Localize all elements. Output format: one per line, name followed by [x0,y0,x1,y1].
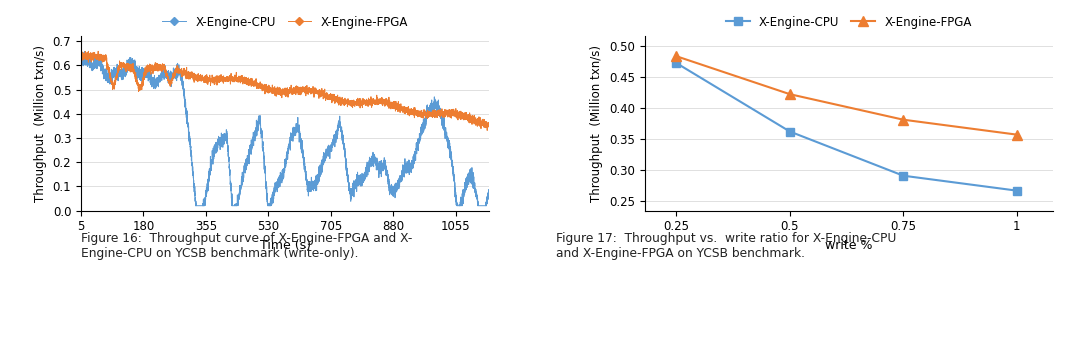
X-Engine-FPGA [75,54,87,58]
X-Engine-FPGA [340,100,353,105]
Line: X-Engine-FPGA: X-Engine-FPGA [81,51,489,130]
X-Engine-FPGA [896,118,909,122]
Line: X-Engine-CPU: X-Engine-CPU [673,59,1021,195]
Line: X-Engine-FPGA: X-Engine-FPGA [672,51,1022,139]
X-Engine-FPGA [82,49,95,53]
X-Engine-CPU [149,81,162,85]
X-Engine-CPU [410,147,423,151]
X-Engine-CPU [231,203,244,207]
X-axis label: Time (s): Time (s) [259,239,311,252]
X-Engine-CPU [79,49,92,54]
Text: Figure 16:  Throughput curve of X-Engine-FPGA and X-
Engine-CPU on YCSB benchmar: Figure 16: Throughput curve of X-Engine-… [81,232,413,260]
Legend: X-Engine-CPU, X-Engine-FPGA: X-Engine-CPU, X-Engine-FPGA [158,11,413,33]
X-Engine-CPU [483,195,496,199]
X-Engine-FPGA [481,128,494,132]
X-axis label: write %: write % [825,239,873,252]
X-Engine-FPGA [379,102,392,106]
X-Engine-FPGA [483,126,496,130]
X-Engine-FPGA [1010,132,1023,137]
X-Engine-FPGA [410,110,423,114]
Y-axis label: Throughput  (Million txn/s): Throughput (Million txn/s) [35,45,48,202]
X-Engine-CPU [783,129,796,134]
X-Engine-FPGA [783,92,796,96]
X-Engine-CPU [379,164,392,168]
X-Engine-CPU [320,147,333,151]
X-Engine-CPU [1010,188,1023,193]
X-Engine-CPU [189,204,202,208]
X-Engine-FPGA [231,76,244,80]
Legend: X-Engine-CPU, X-Engine-FPGA: X-Engine-CPU, X-Engine-FPGA [721,11,976,33]
X-Engine-FPGA [149,61,162,65]
X-Engine-CPU [670,61,683,65]
X-Engine-CPU [75,54,87,58]
Text: Figure 17:  Throughput vs.  write ratio for X-Engine-CPU
and X-Engine-FPGA on YC: Figure 17: Throughput vs. write ratio fo… [556,232,896,260]
X-Engine-CPU [340,173,353,178]
Line: X-Engine-CPU: X-Engine-CPU [81,52,489,206]
X-Engine-CPU [896,174,909,178]
X-Engine-FPGA [670,54,683,58]
Y-axis label: Throughput  (Million txn/s): Throughput (Million txn/s) [591,45,604,202]
X-Engine-FPGA [320,92,333,96]
